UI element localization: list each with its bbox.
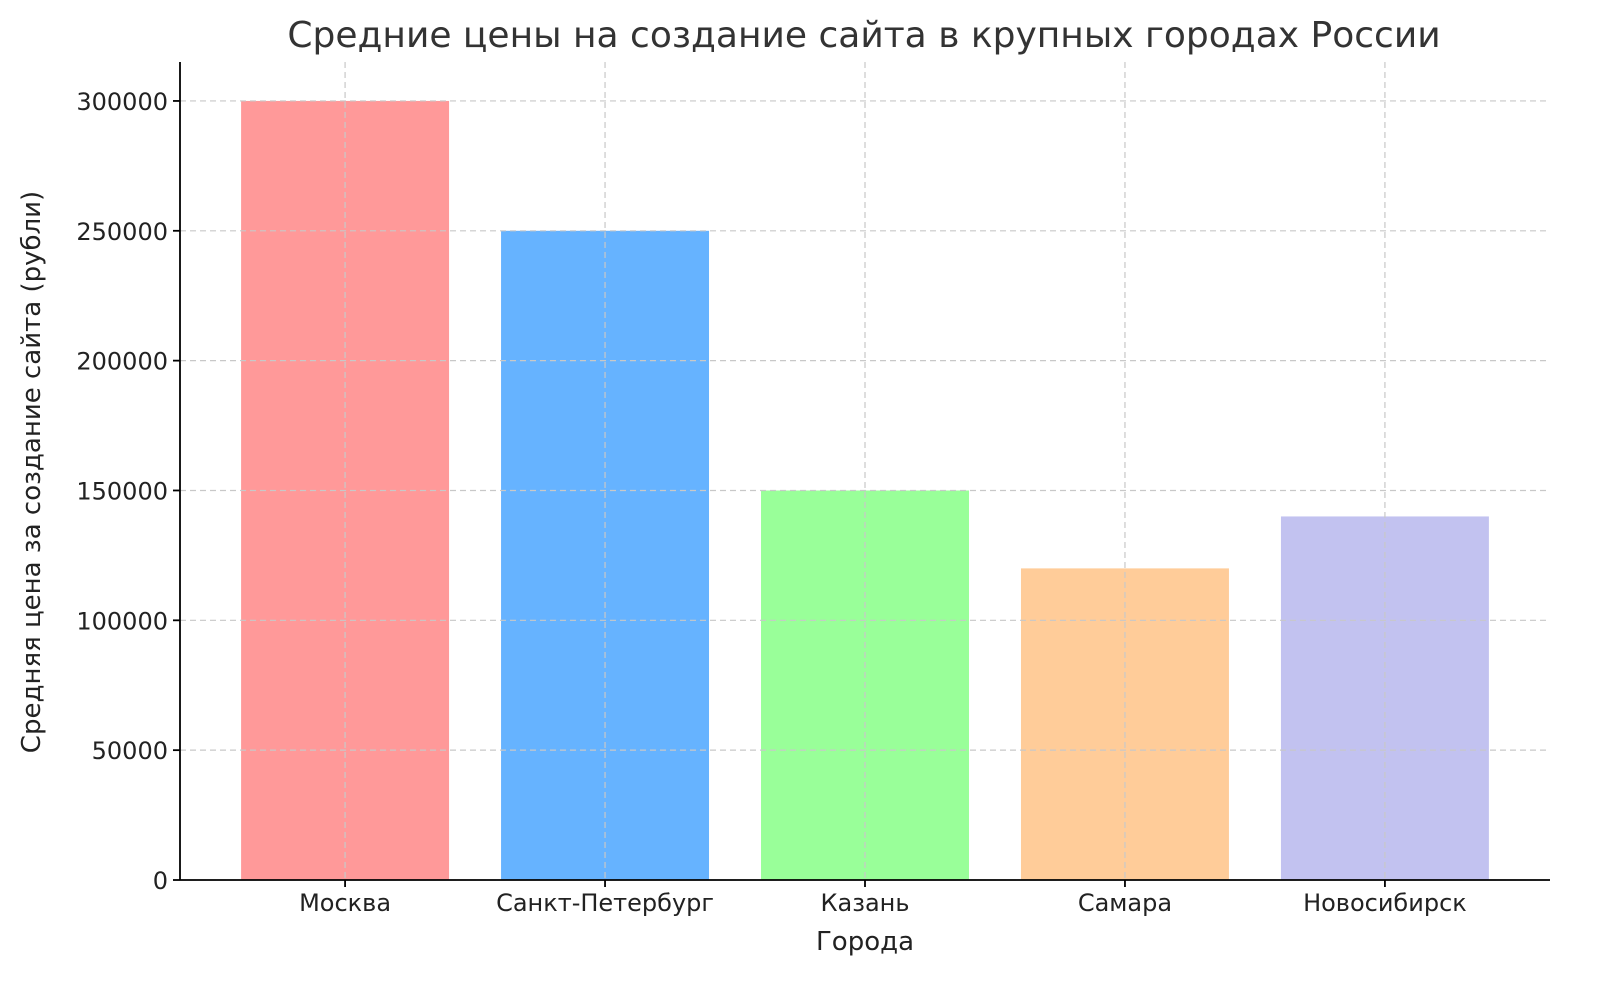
x-tick-label: Самара [1078,889,1172,917]
chart-title: Средние цены на создание сайта в крупных… [287,15,1440,56]
x-tick-label: Санкт-Петербург [496,889,714,917]
y-tick-label: 100000 [76,607,168,635]
y-tick-label: 250000 [76,218,168,246]
ticks: 0 50000 100000 150000 200000 250000 300000 Моск… [76,88,1466,917]
y-tick-label: 150000 [76,477,168,505]
y-tick-label: 300000 [76,88,168,116]
x-axis-label: Города [816,927,914,957]
y-tick-label: 50000 [92,737,168,765]
x-tick-label: Москва [299,889,391,917]
x-tick-label: Казань [820,889,909,917]
x-tick-label: Новосибирск [1303,889,1467,917]
y-tick-label: 0 [153,867,168,895]
y-tick-label: 200000 [76,348,168,376]
y-axis-label: Средняя цена за создание сайта (рубли) [17,191,47,753]
